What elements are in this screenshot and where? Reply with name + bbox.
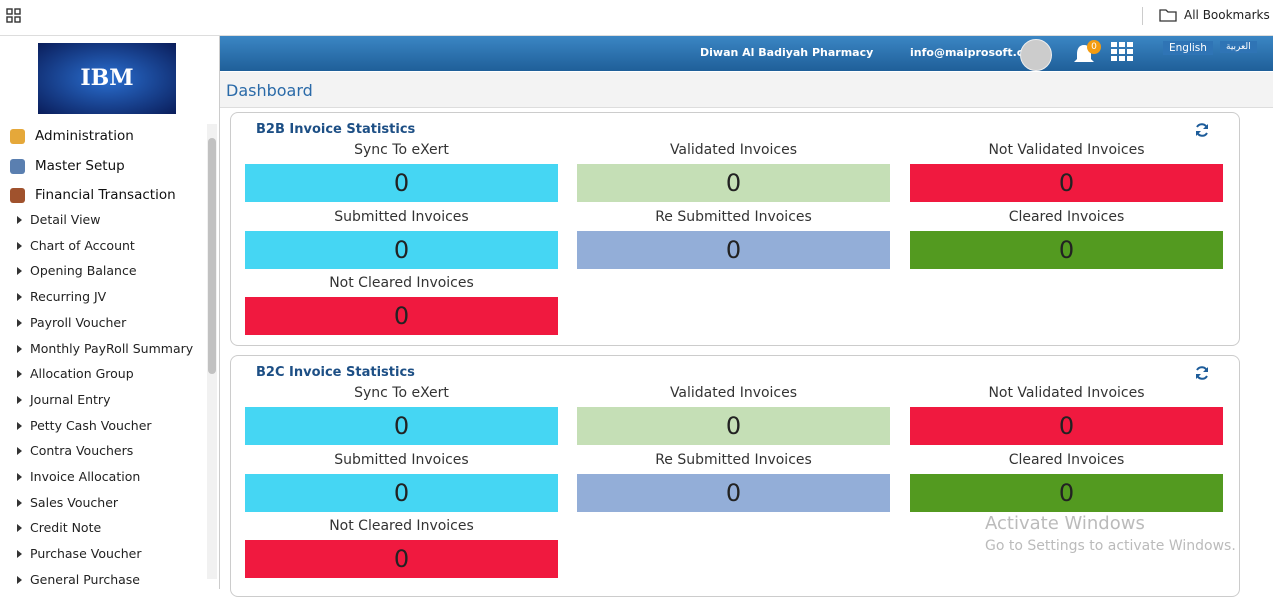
tile-label: Cleared Invoices <box>1008 451 1125 468</box>
section-icon <box>10 188 25 203</box>
menu-item[interactable]: Monthly PayRoll Summary <box>16 340 194 356</box>
tile-value: 0 <box>577 473 890 512</box>
menu-item[interactable]: Purchase Voucher <box>17 546 142 562</box>
apps-icon[interactable] <box>6 8 22 24</box>
tile-label: Cleared Invoices <box>1008 208 1125 225</box>
bookmarks-link[interactable]: All Bookmarks <box>1184 8 1270 22</box>
tile-value: 0 <box>245 473 558 512</box>
tile-value: 0 <box>910 473 1223 512</box>
watermark-title: Activate Windows <box>985 513 1145 534</box>
stats-panel: B2C Invoice Statistics Sync To eXert 0 Vali… <box>230 355 1240 597</box>
tile-label: Submitted Invoices <box>334 208 469 225</box>
section-icon <box>10 159 25 174</box>
menu-item[interactable]: Journal Entry <box>16 391 111 407</box>
tile-value: 0 <box>245 164 558 202</box>
tile-label: Not Cleared Invoices <box>329 275 474 291</box>
browser-bar: All Bookmarks <box>0 0 1273 36</box>
tile-value: 0 <box>910 407 1223 445</box>
menu-item[interactable]: Detail View <box>16 212 101 227</box>
tile-label: Not Validated Invoices <box>988 385 1145 401</box>
tile-label: Sync To eXert <box>354 142 449 158</box>
section-icon <box>10 129 25 144</box>
menu-item[interactable]: Recurring JV <box>16 289 107 305</box>
refresh-icon[interactable] <box>1194 122 1210 138</box>
menu-item[interactable]: Petty Cash Voucher <box>17 417 152 433</box>
tile-value: 0 <box>577 407 890 445</box>
scrollbar[interactable] <box>207 124 217 579</box>
divider <box>1142 7 1143 25</box>
tile-value: 0 <box>577 230 890 269</box>
tile-value: 0 <box>245 230 558 269</box>
page-title: Dashboard <box>226 81 313 100</box>
menu-section[interactable]: Master Setup <box>35 158 125 174</box>
menu-section[interactable]: Financial Transaction <box>35 187 176 203</box>
user-email[interactable]: info@maiprosoft.com <box>910 46 1043 59</box>
sidebar: IBM Administration Master Setup Financial … <box>0 36 220 589</box>
logo: IBM <box>38 43 176 114</box>
tile-label: Validated Invoices <box>669 385 798 401</box>
folder-icon <box>1159 9 1177 22</box>
refresh-icon[interactable] <box>1194 365 1210 381</box>
tile-label: Sync To eXert <box>354 385 449 401</box>
menu-item[interactable]: Sales Voucher <box>16 494 119 510</box>
title-bar: Dashboard <box>220 72 1273 108</box>
tile-label: Not Cleared Invoices <box>329 518 474 534</box>
stats-panel: B2B Invoice Statistics Sync To eXert 0 Vali… <box>230 112 1240 346</box>
watermark-subtitle: Go to Settings to activate Windows. <box>985 538 1236 554</box>
panel-title: B2C Invoice Statistics <box>256 365 415 380</box>
menu-item[interactable]: Contra Vouchers <box>16 443 134 459</box>
tile-value: 0 <box>910 164 1223 202</box>
company-name: Diwan Al Badiyah Pharmacy <box>700 46 874 59</box>
logo-text: IBM <box>80 65 134 91</box>
tile-label: Not Validated Invoices <box>988 142 1145 158</box>
menu-item[interactable]: Credit Note <box>16 520 102 536</box>
menu-item[interactable]: Chart of Account <box>17 237 135 253</box>
menu-item[interactable]: Opening Balance <box>17 263 137 279</box>
tile-label: Re Submitted Invoices <box>655 451 812 468</box>
top-header: Diwan Al Badiyah Pharmacy info@maiprosof… <box>220 36 1273 71</box>
notification-badge: 0 <box>1087 40 1101 54</box>
tile-value: 0 <box>245 540 558 578</box>
scroll-thumb[interactable] <box>208 138 216 374</box>
menu-item[interactable]: Payroll Voucher <box>16 314 127 330</box>
grid-menu-icon[interactable] <box>1111 42 1133 62</box>
tile-value: 0 <box>910 230 1223 269</box>
language-option[interactable]: English <box>1163 41 1213 55</box>
menu-item[interactable]: General Purchase <box>17 571 140 587</box>
tile-label: Submitted Invoices <box>334 451 469 468</box>
menu-item[interactable]: Invoice Allocation <box>16 469 141 484</box>
tile-value: 0 <box>245 407 558 445</box>
tile-value: 0 <box>577 164 890 202</box>
language-option[interactable]: العربية <box>1220 41 1257 53</box>
menu-section[interactable]: Administration <box>35 128 134 144</box>
tile-label: Validated Invoices <box>669 142 798 158</box>
menu-item[interactable]: Allocation Group <box>17 366 134 382</box>
avatar[interactable] <box>1020 39 1052 71</box>
tile-label: Re Submitted Invoices <box>655 208 812 225</box>
panel-title: B2B Invoice Statistics <box>256 122 416 137</box>
tile-value: 0 <box>245 297 558 335</box>
